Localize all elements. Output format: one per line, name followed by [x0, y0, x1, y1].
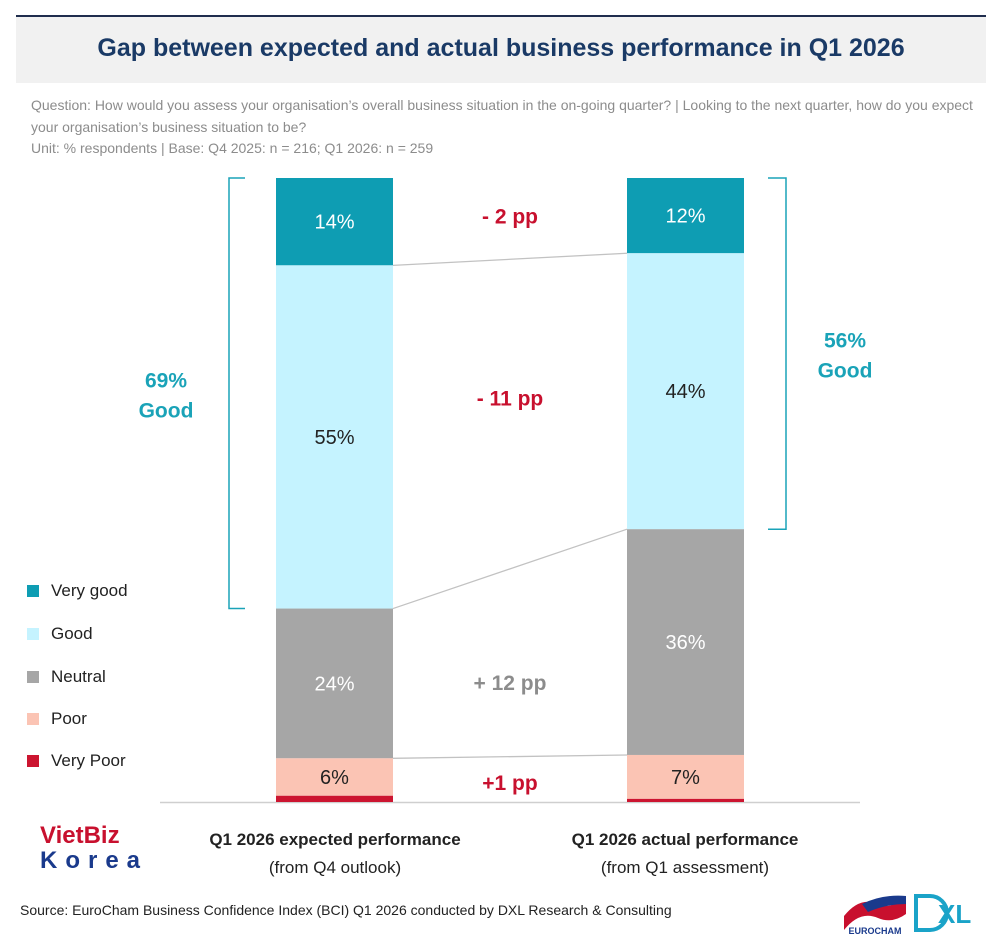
legend-label: Neutral — [51, 667, 106, 686]
dxl-logo: XL — [914, 894, 971, 932]
legend-swatch — [27, 585, 39, 597]
legend-swatch — [27, 628, 39, 640]
legend-label: Very Poor — [51, 751, 126, 770]
data-label: 44% — [665, 381, 705, 403]
bar-segment-good — [627, 253, 744, 530]
title-band — [16, 17, 986, 83]
legend-swatch — [27, 671, 39, 683]
bar-segment-poor — [276, 758, 393, 796]
category-label: Q1 2026 expected performance — [209, 830, 461, 849]
difference-label: - 11 pp — [477, 387, 544, 410]
connector-line — [392, 528, 628, 610]
good-bracket — [768, 177, 787, 530]
bar-segment-very-poor — [627, 798, 744, 802]
bar-segment-neutral — [276, 608, 393, 759]
data-label: 7% — [671, 767, 700, 789]
difference-label: - 2 pp — [482, 206, 538, 229]
data-label: 12% — [665, 206, 705, 228]
legend-swatch — [27, 755, 39, 767]
legend-label: Good — [51, 624, 93, 643]
source-note: Source: EuroCham Business Confidence Ind… — [20, 902, 672, 918]
top-rule — [16, 15, 986, 17]
chart-title: Gap between expected and actual business… — [97, 34, 905, 62]
vietbiz-korea-logo: VietBiz Korea — [40, 822, 148, 872]
legend-label: Poor — [51, 709, 87, 728]
data-label: 6% — [320, 767, 349, 789]
bar-segment-poor — [627, 754, 744, 799]
connector-line — [392, 252, 628, 267]
bracket-label: Good — [139, 399, 194, 422]
difference-label: +1 pp — [482, 772, 537, 795]
category-sublabel: (from Q4 outlook) — [268, 858, 402, 877]
bar-segment-good — [276, 265, 393, 609]
legend-label: Very good — [51, 581, 128, 600]
good-bracket — [228, 177, 245, 610]
bar-segment-very-poor — [276, 795, 393, 802]
bar-segment-very-good — [627, 178, 744, 254]
category-sublabel: (from Q1 assessment) — [600, 858, 770, 877]
eurocham-logo: EUROCHAM — [844, 895, 906, 936]
data-label: 14% — [314, 212, 354, 234]
bar-segment-very-good — [276, 178, 393, 266]
difference-label: + 12 pp — [474, 672, 547, 695]
eurocham-logo-text: EUROCHAM — [849, 926, 902, 936]
category-caption-expected: Q1 2026 expected performance (from Q4 ou… — [185, 830, 485, 878]
data-label: 55% — [314, 427, 354, 449]
logo-text-top: VietBiz — [40, 822, 120, 849]
unit-text: Unit: % respondents | Base: Q4 2025: n =… — [31, 140, 434, 156]
connector-line — [392, 754, 628, 759]
logo-text-bottom: Korea — [40, 847, 148, 872]
question-text: Question: How would you assess your orga… — [31, 97, 973, 135]
category-label: Q1 2026 actual performance — [571, 830, 799, 849]
category-caption-actual: Q1 2026 actual performance (from Q1 asse… — [535, 830, 835, 878]
legend-swatch — [27, 713, 39, 725]
bracket-value: 69% — [145, 369, 187, 392]
dxl-logo-text: XL — [938, 899, 971, 929]
bracket-label: Good — [818, 360, 873, 383]
data-label: 24% — [314, 673, 354, 695]
data-label: 36% — [665, 632, 705, 654]
bar-segment-neutral — [627, 529, 744, 755]
bracket-value: 56% — [824, 330, 866, 353]
